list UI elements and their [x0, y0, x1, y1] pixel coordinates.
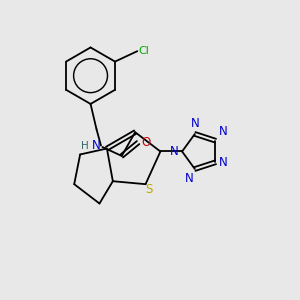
Text: S: S: [146, 183, 153, 196]
Text: N: N: [218, 125, 227, 138]
Text: N: N: [92, 139, 101, 152]
Text: O: O: [142, 136, 151, 149]
Text: N: N: [170, 145, 178, 158]
Text: N: N: [184, 172, 193, 185]
Text: N: N: [190, 116, 199, 130]
Text: Cl: Cl: [139, 46, 150, 56]
Text: H: H: [81, 140, 88, 151]
Text: N: N: [218, 156, 227, 169]
